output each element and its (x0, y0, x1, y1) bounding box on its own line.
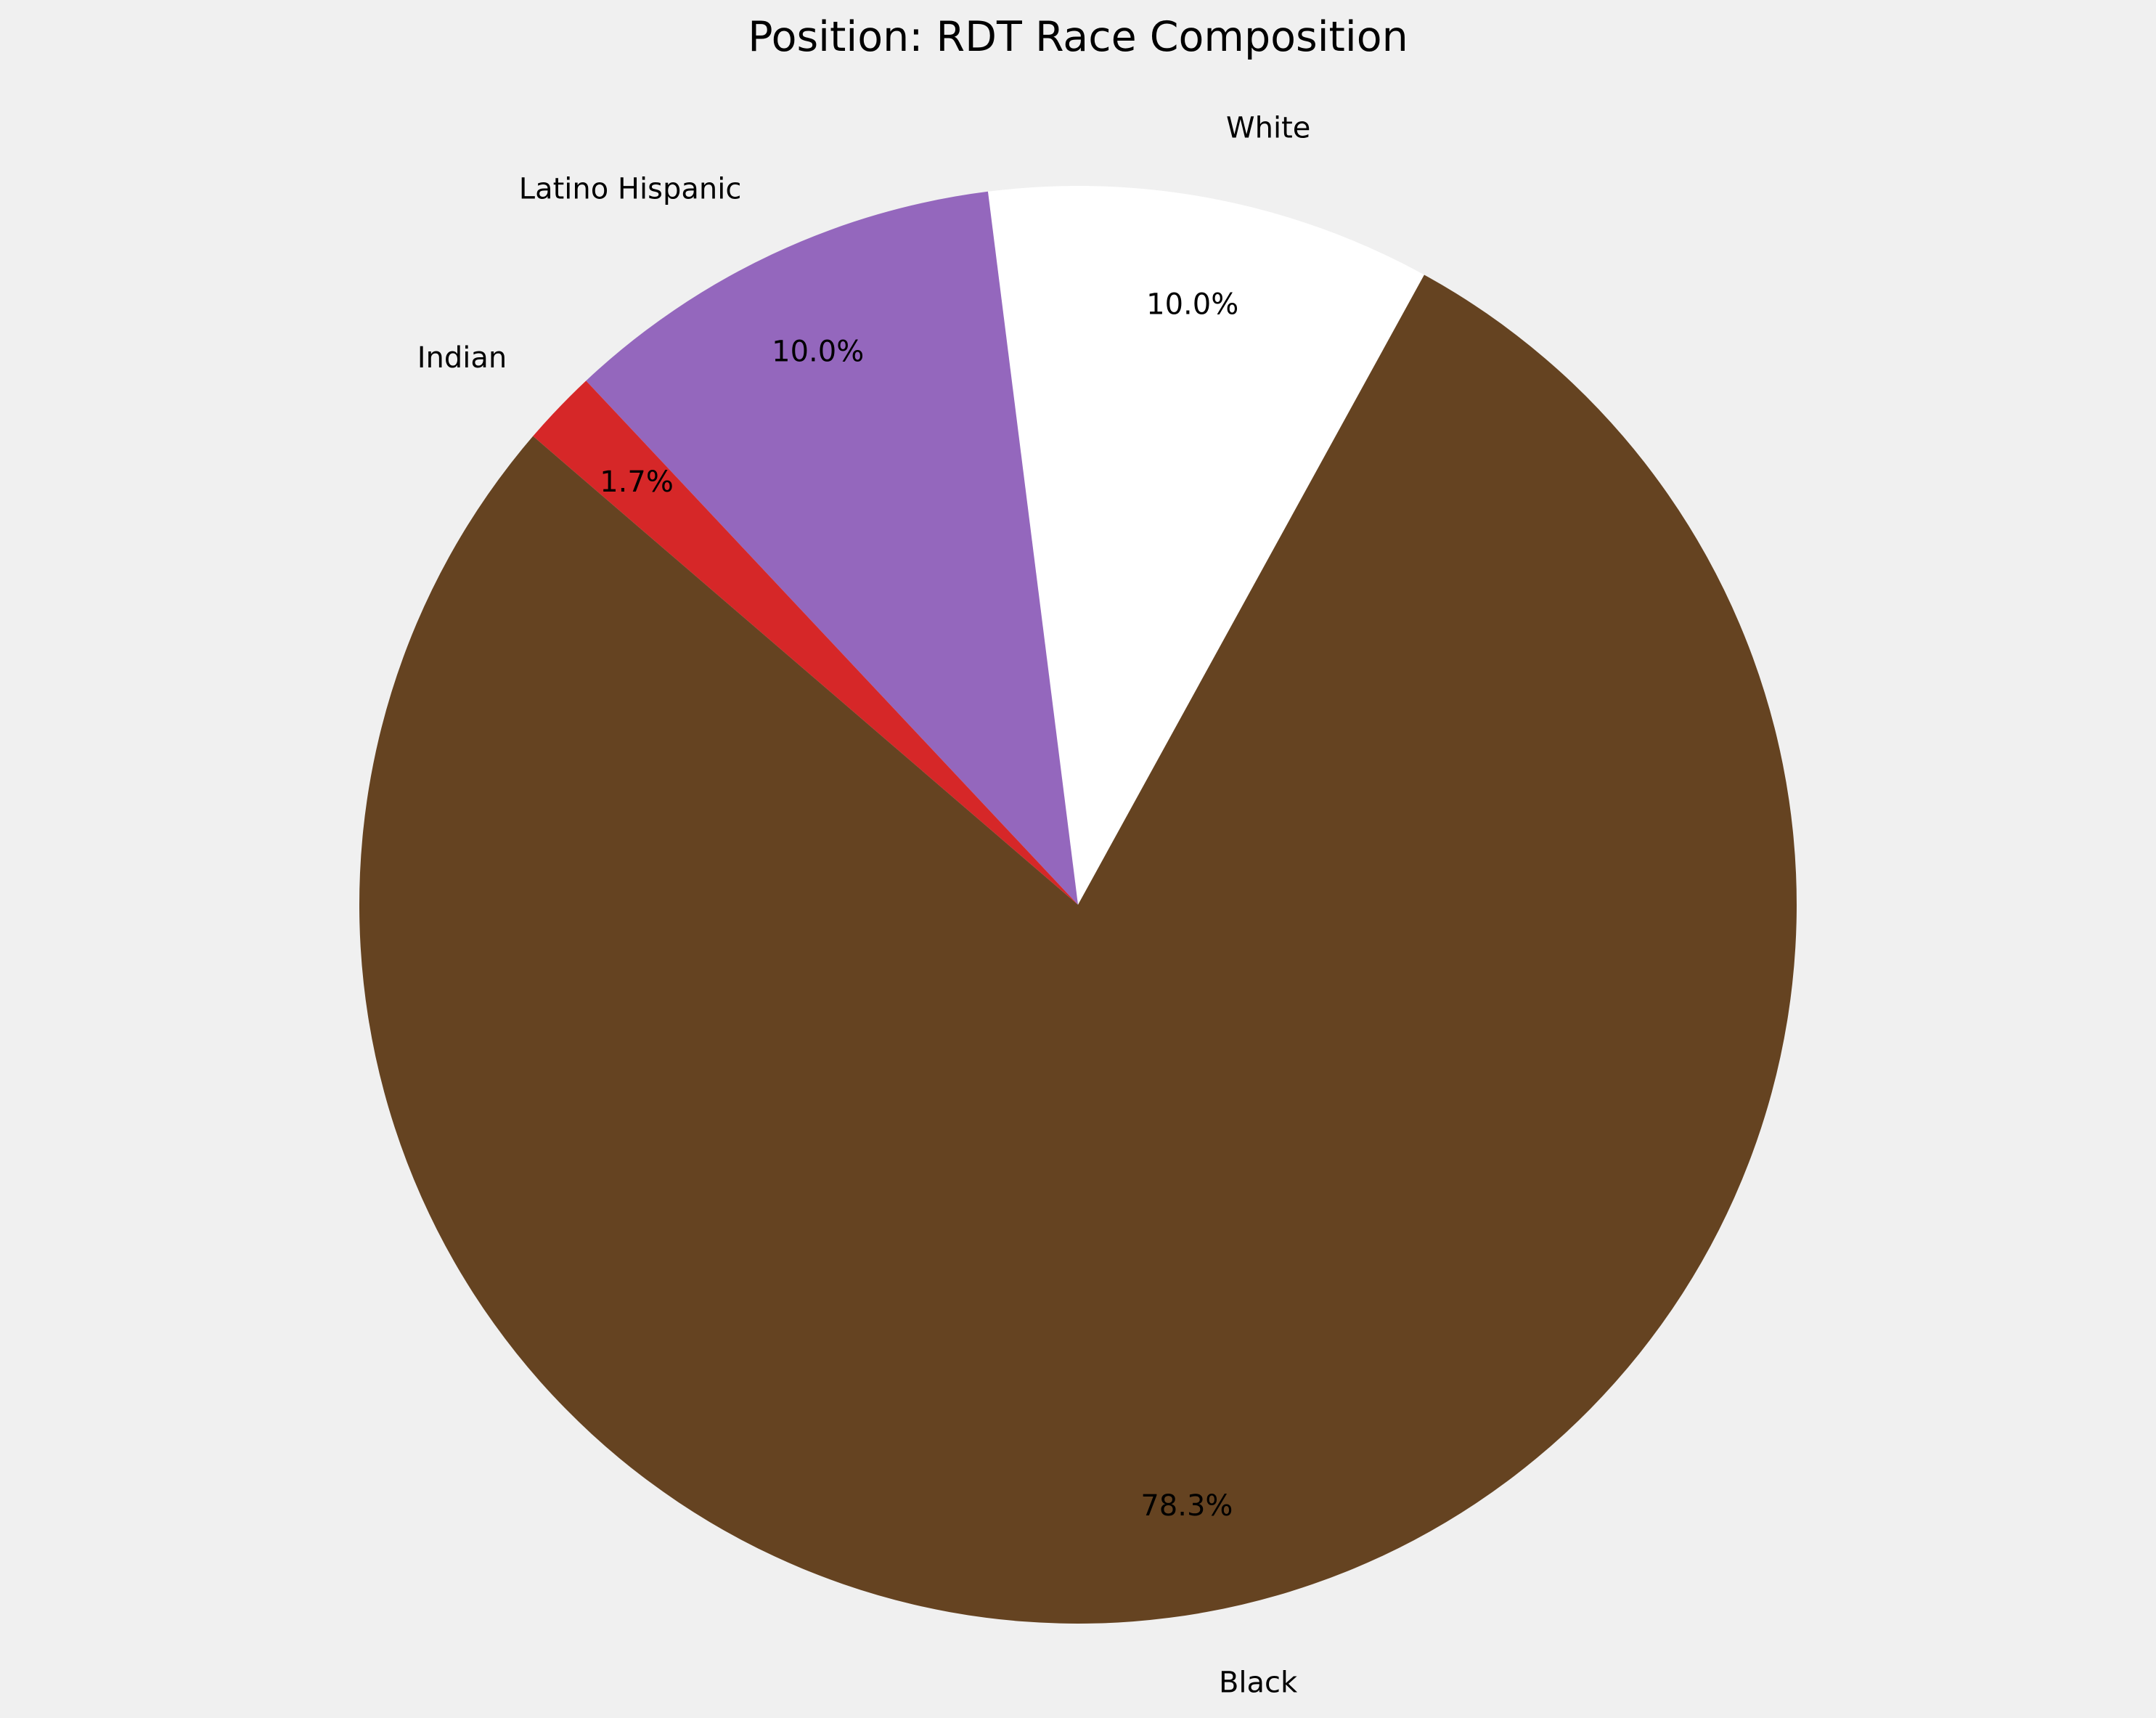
pie-category-label-indian: Indian (417, 341, 507, 375)
pie-percent-label-indian: 1.7% (600, 465, 674, 499)
pie-category-label-white: White (1226, 111, 1310, 144)
pie-percent-label-latino-hispanic: 10.0% (772, 335, 864, 369)
pie-slice-white (987, 186, 1424, 905)
pie-slice-latino-hispanic (586, 191, 1078, 905)
pie-labels: 10.0% White 10.0% Latino Hispanic 1.7% Indian… (417, 111, 1311, 1699)
pie-category-label-latino-hispanic: Latino Hispanic (519, 173, 742, 206)
pie-slice-black (359, 274, 1797, 1624)
pie-percent-label-black: 78.3% (1140, 1489, 1233, 1523)
pie-slice-indian (533, 380, 1078, 905)
pie-percent-label-white: 10.0% (1146, 288, 1238, 321)
chart-title: Position: RDT Race Composition (748, 13, 1408, 61)
pie-slices (359, 186, 1797, 1624)
pie-category-label-black: Black (1219, 1666, 1298, 1700)
